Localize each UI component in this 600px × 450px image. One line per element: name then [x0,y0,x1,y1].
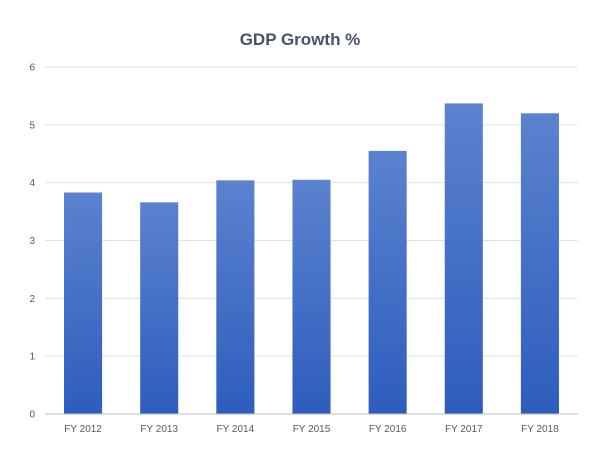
bar-fy-2016 [368,150,407,414]
bar-fy-2012 [64,192,103,414]
y-tick-label: 5 [29,120,35,131]
bars [64,103,559,415]
x-tick-label: FY 2016 [369,424,407,435]
y-tick-label: 2 [29,294,35,305]
bar-fy-2014 [216,180,255,414]
bar-fy-2018 [520,113,559,415]
y-tick-label: 3 [29,236,35,247]
y-tick-label: 1 [29,352,35,363]
x-tick-label: FY 2015 [293,424,331,435]
axes: 0 1 2 3 4 5 6 FY 2012 FY 2013 FY 2014 FY 2015 FY 20… [29,63,578,435]
x-tick-label: FY 2017 [445,424,483,435]
x-tick-label: FY 2012 [64,424,102,435]
x-tick-label: FY 2014 [217,424,255,435]
chart-title: GDP Growth % [239,30,361,49]
bar-fy-2017 [444,103,483,414]
x-tick-label: FY 2013 [140,424,178,435]
bar-fy-2015 [292,179,331,414]
y-tick-label: 4 [29,178,35,189]
bar-fy-2013 [140,202,179,414]
y-tick-label: 0 [29,410,35,421]
y-tick-label: 6 [29,63,35,74]
x-tick-label: FY 2018 [521,424,559,435]
